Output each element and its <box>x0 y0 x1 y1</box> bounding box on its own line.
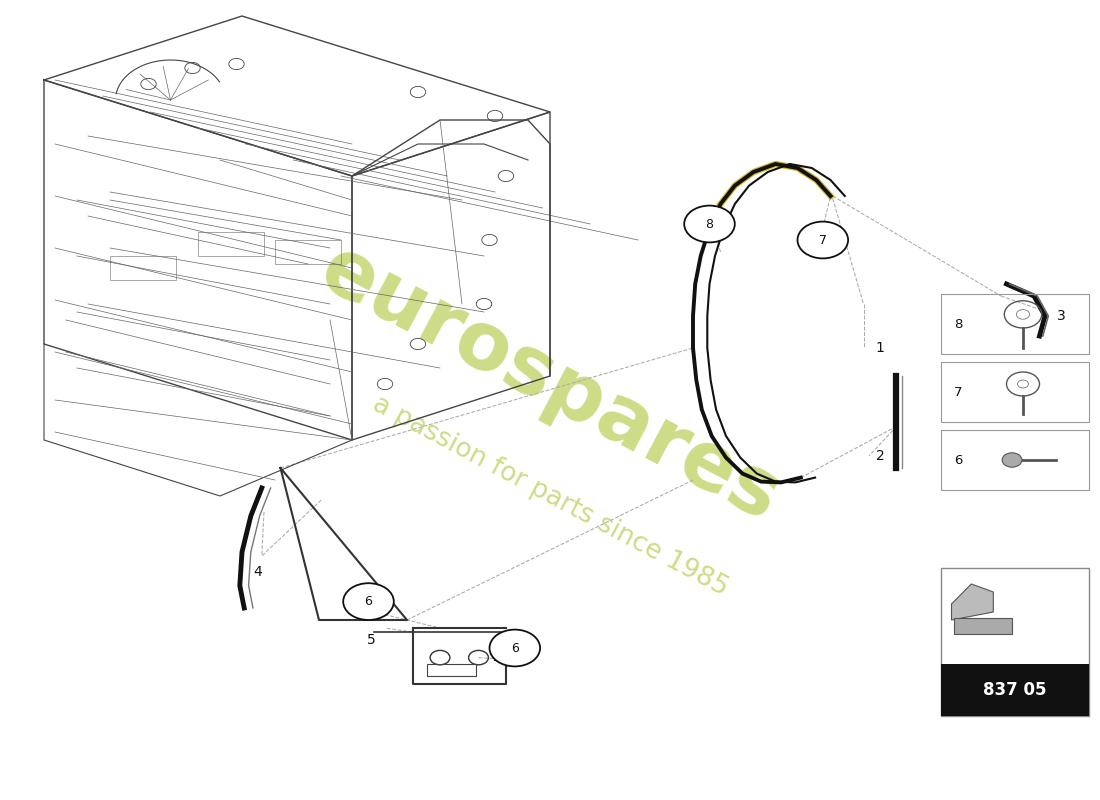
Text: 837 05: 837 05 <box>983 681 1046 699</box>
Text: 1: 1 <box>876 341 884 355</box>
Bar <box>940 294 1089 354</box>
Circle shape <box>490 630 540 666</box>
Text: 5: 5 <box>367 633 376 647</box>
Circle shape <box>1002 453 1022 467</box>
Bar <box>940 362 1089 422</box>
Bar <box>427 664 476 676</box>
Bar <box>275 240 341 264</box>
Text: 7: 7 <box>818 234 827 246</box>
Text: 2: 2 <box>876 449 884 463</box>
Bar <box>940 568 1089 716</box>
Text: 3: 3 <box>1057 309 1066 323</box>
Bar <box>940 430 1089 490</box>
Polygon shape <box>952 584 993 620</box>
Text: 4: 4 <box>253 565 262 579</box>
Polygon shape <box>954 618 1012 634</box>
Text: a passion for parts since 1985: a passion for parts since 1985 <box>367 391 733 601</box>
Bar <box>110 256 176 280</box>
Text: 6: 6 <box>510 642 519 654</box>
Text: eurospares: eurospares <box>307 230 793 538</box>
Bar <box>940 664 1089 716</box>
Bar <box>198 232 264 256</box>
Circle shape <box>343 583 394 620</box>
Text: 8: 8 <box>705 218 714 230</box>
Text: 7: 7 <box>954 386 962 398</box>
Text: 8: 8 <box>954 318 962 330</box>
Text: 6: 6 <box>364 595 373 608</box>
Circle shape <box>798 222 848 258</box>
Circle shape <box>684 206 735 242</box>
Text: 6: 6 <box>954 454 962 466</box>
